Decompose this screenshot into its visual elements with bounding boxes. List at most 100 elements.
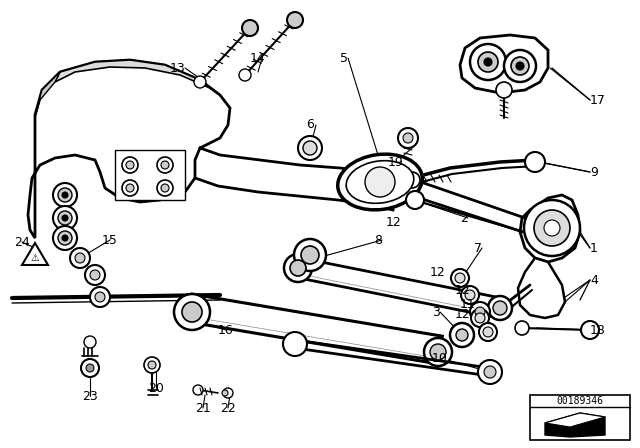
Circle shape [90, 287, 110, 307]
Circle shape [157, 157, 173, 173]
Text: 14: 14 [250, 52, 266, 65]
Circle shape [126, 161, 134, 169]
Text: 9: 9 [590, 165, 598, 178]
Polygon shape [55, 60, 220, 95]
Circle shape [525, 152, 545, 172]
Circle shape [148, 361, 156, 369]
Text: 18: 18 [590, 323, 606, 336]
Circle shape [479, 323, 497, 341]
Text: 22: 22 [220, 401, 236, 414]
Circle shape [58, 188, 72, 202]
Circle shape [182, 302, 202, 322]
Circle shape [242, 20, 258, 36]
Polygon shape [545, 413, 605, 437]
Circle shape [85, 265, 105, 285]
Circle shape [58, 231, 72, 245]
Circle shape [194, 76, 206, 88]
Circle shape [470, 44, 506, 80]
Ellipse shape [346, 161, 414, 203]
Circle shape [161, 184, 169, 192]
Circle shape [84, 336, 96, 348]
Text: 19: 19 [388, 155, 404, 168]
Circle shape [144, 357, 160, 373]
Polygon shape [545, 413, 605, 427]
Polygon shape [518, 258, 565, 318]
Circle shape [290, 260, 306, 276]
Circle shape [461, 286, 479, 304]
Circle shape [81, 359, 99, 377]
Text: 15: 15 [102, 233, 118, 246]
Text: 8: 8 [374, 233, 382, 246]
Circle shape [122, 180, 138, 196]
FancyBboxPatch shape [115, 150, 185, 200]
Circle shape [298, 136, 322, 160]
Circle shape [484, 366, 496, 378]
Circle shape [303, 141, 317, 155]
Text: 3: 3 [432, 306, 440, 319]
Circle shape [516, 62, 524, 70]
Text: 23: 23 [82, 389, 98, 402]
Circle shape [484, 58, 492, 66]
Circle shape [157, 180, 173, 196]
Circle shape [95, 292, 105, 302]
Bar [530, 395, 630, 440]
Polygon shape [28, 60, 230, 238]
Text: 12: 12 [430, 266, 445, 279]
Circle shape [524, 200, 580, 256]
Circle shape [365, 167, 395, 197]
Circle shape [515, 321, 529, 335]
Circle shape [90, 270, 100, 280]
Circle shape [53, 206, 77, 230]
Circle shape [222, 390, 228, 396]
Circle shape [406, 191, 424, 209]
Circle shape [193, 385, 203, 395]
Circle shape [62, 235, 68, 241]
Ellipse shape [338, 154, 422, 210]
Circle shape [451, 269, 469, 287]
Circle shape [471, 309, 489, 327]
Text: 13: 13 [170, 61, 186, 74]
Circle shape [456, 329, 468, 341]
Circle shape [483, 327, 493, 337]
Text: 21: 21 [195, 401, 211, 414]
Circle shape [287, 12, 303, 28]
Text: ⚠: ⚠ [31, 253, 40, 263]
Text: 1: 1 [590, 241, 598, 254]
Circle shape [126, 184, 134, 192]
Circle shape [398, 128, 418, 148]
Circle shape [465, 290, 475, 300]
Polygon shape [298, 258, 502, 318]
Circle shape [424, 338, 452, 366]
Circle shape [294, 239, 326, 271]
Circle shape [75, 253, 85, 263]
Circle shape [174, 294, 210, 330]
Circle shape [283, 332, 307, 356]
Circle shape [534, 210, 570, 246]
Circle shape [58, 211, 72, 225]
Circle shape [284, 254, 312, 282]
Circle shape [470, 302, 490, 322]
Circle shape [544, 220, 560, 236]
Circle shape [62, 192, 68, 198]
Text: 11: 11 [460, 298, 476, 311]
Circle shape [122, 157, 138, 173]
Circle shape [478, 52, 498, 72]
Text: 12: 12 [386, 215, 402, 228]
Polygon shape [22, 243, 48, 265]
Circle shape [70, 248, 90, 268]
Text: 12: 12 [455, 307, 471, 320]
Circle shape [53, 226, 77, 250]
Circle shape [430, 344, 446, 360]
Text: 17: 17 [590, 94, 606, 107]
Polygon shape [460, 35, 548, 93]
Text: 16: 16 [218, 323, 234, 336]
Circle shape [404, 172, 420, 188]
Text: 7: 7 [474, 241, 482, 254]
Polygon shape [35, 72, 60, 118]
Circle shape [504, 50, 536, 82]
Circle shape [581, 321, 599, 339]
Circle shape [496, 82, 512, 98]
Circle shape [493, 301, 507, 315]
Text: 6: 6 [306, 119, 314, 132]
Circle shape [62, 215, 68, 221]
